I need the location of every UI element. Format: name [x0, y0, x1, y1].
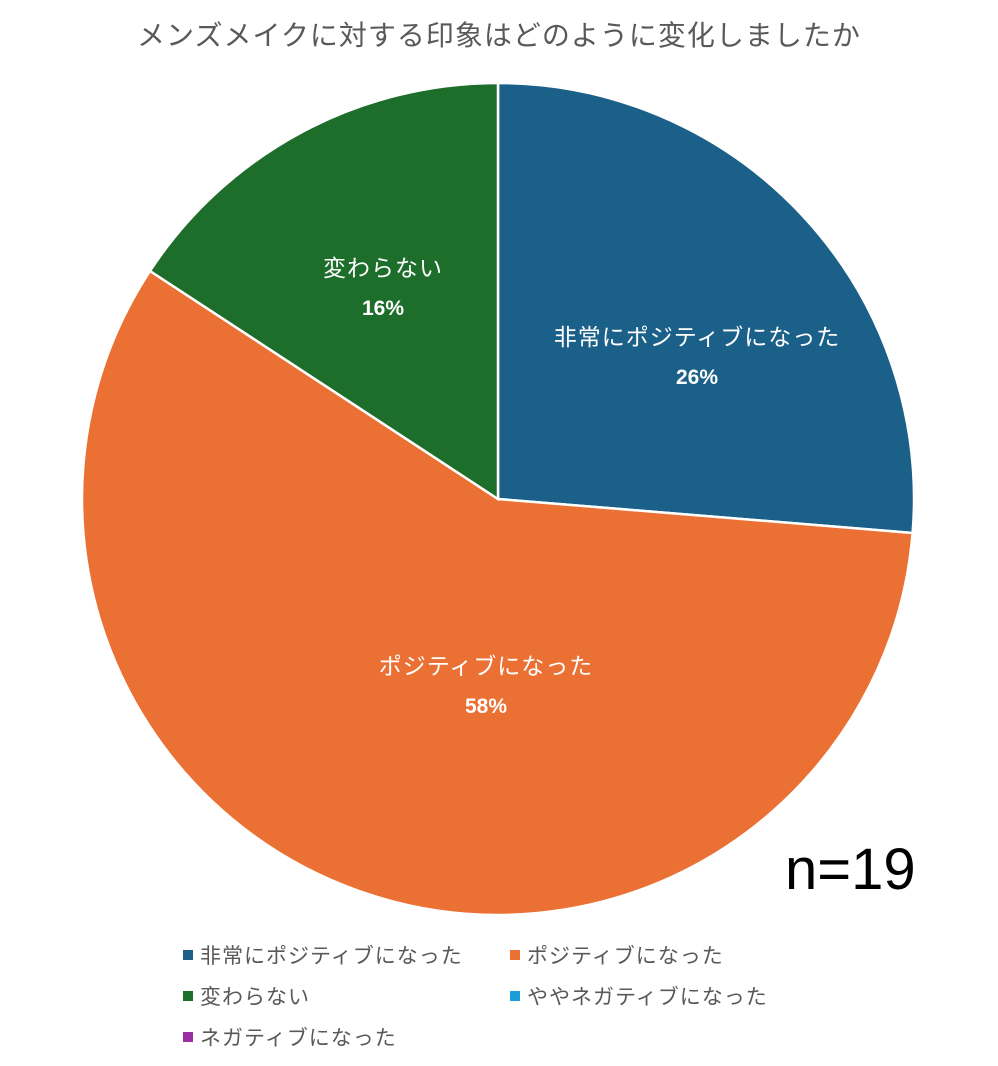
sample-size-annotation: n=19 — [785, 837, 916, 902]
chart-title: メンズメイクに対する印象はどのように変化しましたか — [137, 19, 861, 52]
legend-swatch-icon — [510, 950, 520, 960]
slice-very-positive[interactable] — [496, 81, 916, 535]
legend-label: ポジティブになった — [527, 944, 724, 968]
legend-item-slightly-negative[interactable]: ややネガティブになった — [510, 981, 768, 1011]
slice-positive[interactable] — [80, 269, 914, 917]
label-very-positive-pct: 26% — [675, 366, 719, 389]
label-positive-name: ポジティブになった — [378, 654, 594, 680]
legend-label: ややネガティブになった — [527, 985, 768, 1009]
legend-label: 非常にポジティブになった — [200, 944, 463, 968]
legend-swatch-icon — [510, 991, 520, 1001]
slice-unchanged[interactable] — [148, 81, 500, 502]
label-unchanged-name: 変わらない — [323, 256, 443, 282]
legend-swatch-icon — [183, 950, 193, 960]
label-unchanged-pct: 16% — [361, 297, 405, 320]
legend-label: 変わらない — [200, 985, 310, 1009]
legend-item-very-positive[interactable]: 非常にポジティブになった — [183, 940, 463, 970]
legend-swatch-icon — [183, 1032, 193, 1042]
legend-label: ネガティブになった — [200, 1026, 397, 1050]
label-positive-pct: 58% — [464, 695, 508, 718]
label-very-positive: 非常にポジティブになった 26% — [554, 318, 841, 390]
label-very-positive-name: 非常にポジティブになった — [553, 325, 841, 351]
legend-item-unchanged[interactable]: 変わらない — [183, 981, 310, 1011]
label-unchanged: 変わらない 16% — [323, 249, 443, 321]
legend-item-positive[interactable]: ポジティブになった — [510, 940, 724, 970]
legend-item-negative[interactable]: ネガティブになった — [183, 1022, 397, 1052]
legend-swatch-icon — [183, 991, 193, 1001]
label-positive: ポジティブになった 58% — [379, 647, 594, 719]
